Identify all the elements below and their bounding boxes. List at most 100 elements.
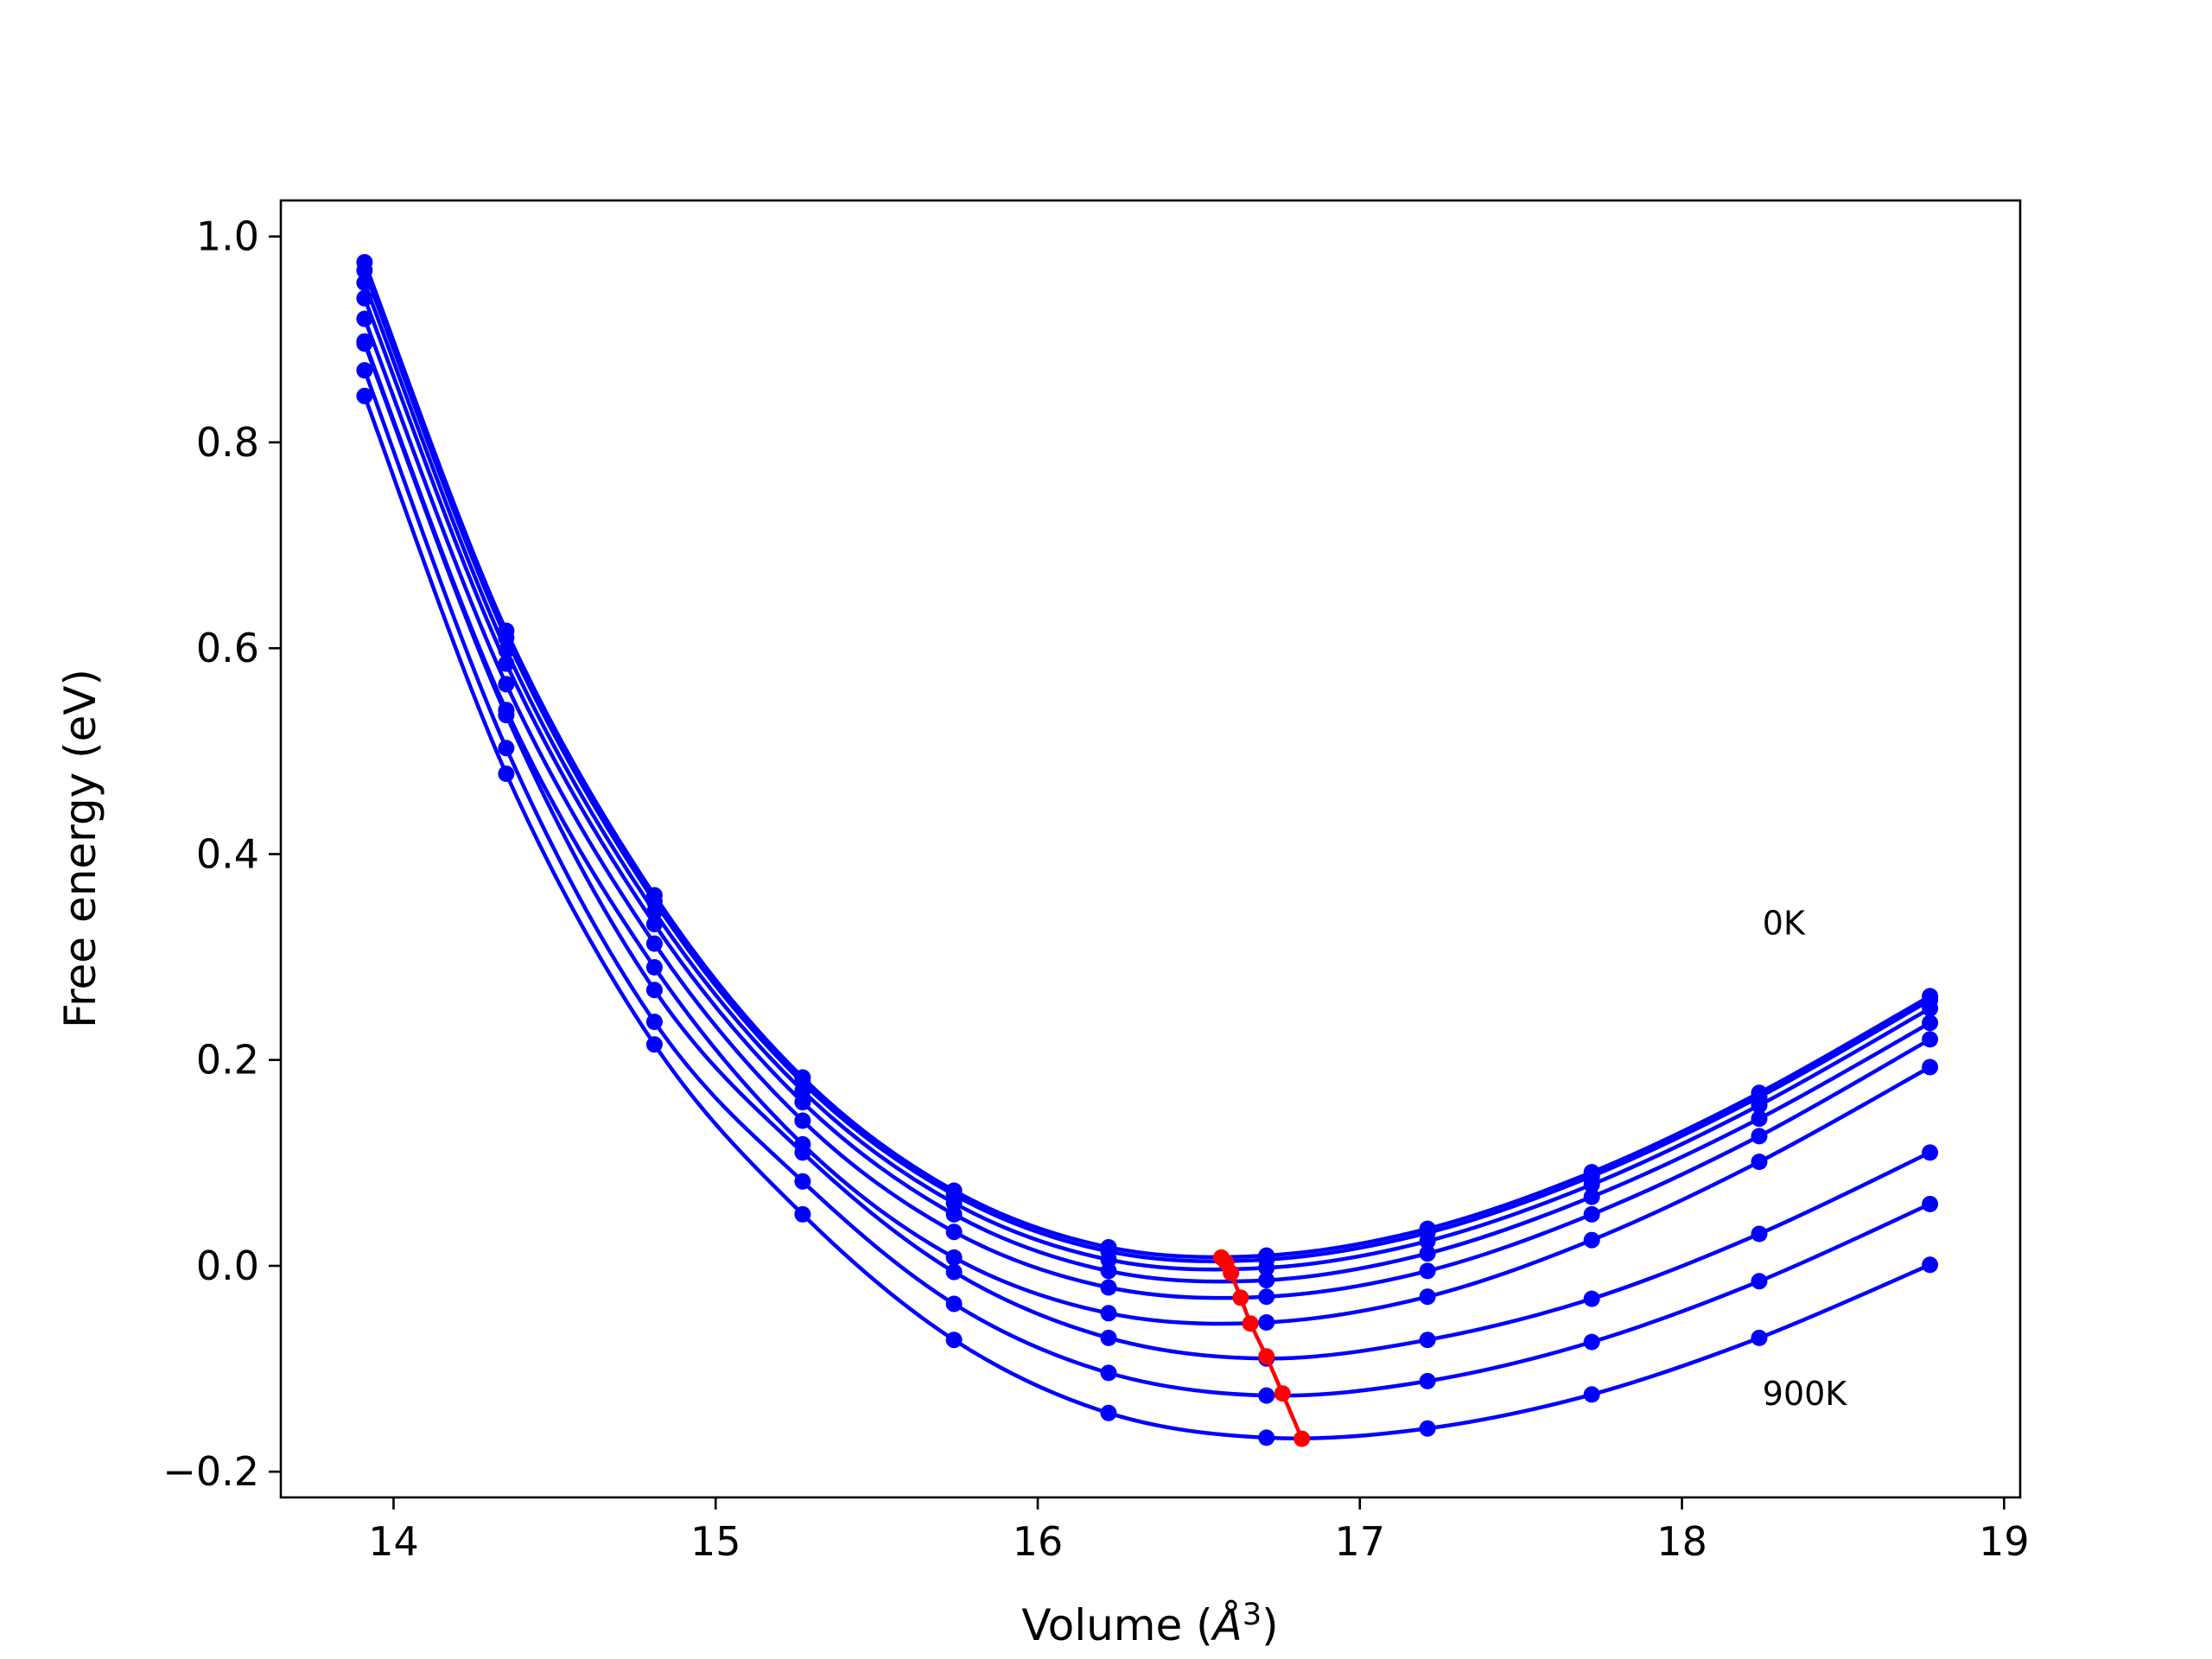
y-tick-label: 0.6: [196, 625, 259, 671]
series-5-point-5: [945, 1224, 963, 1241]
series-7-point-9: [1583, 1290, 1600, 1307]
series-5-point-4: [794, 1112, 811, 1129]
series-6-point-10: [1751, 1154, 1768, 1171]
series-4-point-3: [645, 916, 663, 932]
series-5-point-6: [1100, 1279, 1117, 1296]
series-6-point-6: [1100, 1305, 1117, 1322]
series-8-point-4: [794, 1173, 811, 1190]
series-3-point-1: [356, 274, 373, 291]
series-8-point-11: [1922, 1196, 1939, 1212]
series-line-7: [362, 341, 1932, 1361]
series-7-point-1: [356, 335, 373, 353]
series-9-point-10: [1751, 1329, 1768, 1346]
series-6-point-7: [1258, 1314, 1275, 1331]
series-8-point-1: [356, 362, 373, 379]
series-5-point-1: [356, 310, 373, 327]
series-4-point-9: [1583, 1188, 1600, 1205]
y-tick-label: 0.2: [196, 1037, 259, 1084]
series-9-point-4: [794, 1205, 811, 1223]
series-9-point-11: [1922, 1256, 1939, 1274]
series-7-point-6: [1100, 1329, 1117, 1346]
series-7-point-5: [945, 1263, 963, 1281]
series-4-point-8: [1419, 1245, 1436, 1262]
y-tick-label: 0.8: [196, 419, 259, 466]
series-5-point-7: [1258, 1288, 1275, 1306]
y-tick-label: 0.4: [196, 830, 259, 877]
series-4-point-11: [1922, 1014, 1939, 1032]
series-3-point-5: [945, 1194, 963, 1211]
series-4-point-5: [945, 1205, 963, 1223]
series-line-8: [362, 368, 1932, 1398]
series-3-point-7: [1258, 1259, 1275, 1276]
series-9-point-2: [498, 766, 515, 782]
plot-frame: [279, 199, 2022, 1499]
y-tick-label: 0.0: [196, 1243, 259, 1289]
annotation-900k: 900K: [1763, 1375, 1848, 1413]
series-6-point-9: [1583, 1231, 1600, 1249]
series-line-2: [362, 268, 1932, 1263]
series-3-point-4: [794, 1082, 811, 1099]
x-tick-label: 15: [690, 1518, 741, 1565]
series-4-point-1: [356, 289, 373, 307]
minimum-point-5: [1242, 1315, 1259, 1332]
series-3-point-6: [1100, 1251, 1117, 1268]
series-9-point-9: [1583, 1386, 1600, 1403]
series-line-9: [362, 394, 1932, 1440]
minimum-point-6: [1258, 1348, 1275, 1365]
annotations-layer: 0K 900K: [1763, 904, 1848, 1412]
y-axis-ticks: −0.2 0.0 0.2 0.4 0.6 0.8 1.0: [162, 213, 281, 1495]
series-4-point-4: [794, 1094, 811, 1111]
series-9-point-1: [356, 387, 373, 404]
series-line-6: [362, 339, 1932, 1326]
series-8-point-10: [1751, 1273, 1768, 1290]
annotation-0k: 0K: [1763, 904, 1806, 942]
series-9-point-6: [1100, 1404, 1117, 1421]
series-5-point-8: [1419, 1262, 1436, 1280]
series-5-point-10: [1751, 1128, 1768, 1145]
y-tick-label: −0.2: [162, 1448, 259, 1495]
x-tick-label: 18: [1656, 1518, 1707, 1565]
series-7-point-3: [645, 982, 663, 999]
series-6-point-3: [645, 959, 663, 976]
series-5-point-2: [498, 676, 515, 693]
y-tick-label: 1.0: [196, 213, 259, 260]
series-9-point-7: [1258, 1429, 1275, 1446]
curves-layer: [356, 254, 1939, 1446]
series-8-point-6: [1100, 1364, 1117, 1382]
x-tick-label: 16: [1013, 1518, 1064, 1565]
series-line-3: [362, 281, 1932, 1272]
series-8-point-8: [1419, 1372, 1436, 1389]
series-8-point-2: [498, 740, 515, 757]
minimum-point-7: [1274, 1385, 1291, 1402]
series-line-1: [362, 260, 1932, 1260]
series-5-point-3: [645, 935, 663, 952]
series-7-point-8: [1419, 1332, 1436, 1349]
x-tick-label: 19: [1979, 1518, 2030, 1565]
series-9-point-3: [645, 1036, 663, 1053]
series-3-point-9: [1583, 1176, 1600, 1193]
series-3-point-10: [1751, 1096, 1768, 1114]
series-3-point-11: [1922, 1000, 1939, 1017]
series-7-point-2: [498, 707, 515, 724]
x-axis-ticks: 14 15 16 17 18 19: [368, 1497, 2030, 1565]
series-8-point-3: [645, 1014, 663, 1031]
series-4-point-6: [1100, 1262, 1117, 1280]
x-tick-label: 14: [368, 1518, 419, 1565]
series-9-point-8: [1419, 1420, 1436, 1437]
series-7-point-10: [1751, 1225, 1768, 1243]
minimum-point-3: [1223, 1264, 1240, 1281]
series-2-point-1: [356, 262, 373, 279]
x-axis-label: Volume (Å3): [1021, 1598, 1278, 1650]
x-tick-label: 17: [1335, 1518, 1386, 1565]
series-8-point-5: [945, 1295, 963, 1313]
series-4-point-2: [498, 655, 515, 672]
minimum-point-4: [1232, 1289, 1249, 1306]
minimum-point-8: [1294, 1430, 1311, 1447]
series-5-point-9: [1583, 1205, 1600, 1223]
series-3-point-8: [1419, 1232, 1436, 1249]
series-8-point-9: [1583, 1333, 1600, 1351]
series-7-point-4: [794, 1144, 811, 1161]
series-line-5: [362, 316, 1932, 1300]
y-axis-label: Free energy (eV): [55, 669, 105, 1028]
